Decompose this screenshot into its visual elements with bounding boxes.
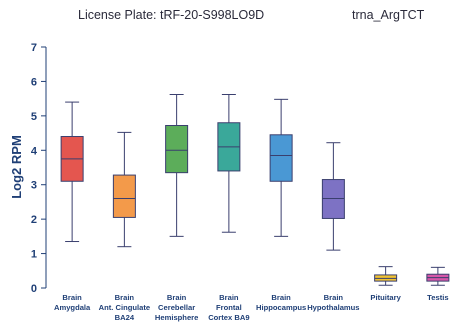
x-tick-label: Hemisphere — [155, 313, 198, 322]
x-tick-label: Brain — [115, 293, 135, 302]
x-tick-label: Brain — [167, 293, 187, 302]
x-tick-label: Cortex BA9 — [208, 313, 249, 322]
trna-label: trna_ArgTCT — [352, 8, 425, 22]
x-tick-label: BA24 — [115, 313, 135, 322]
y-tick-label: 1 — [31, 249, 37, 261]
x-tick-label: Cerebellar — [158, 303, 195, 312]
y-tick-label: 4 — [31, 145, 38, 157]
x-tick-label: Hypothalamus — [307, 303, 359, 312]
x-tick-label: Ant. Cingulate — [99, 303, 150, 312]
box-6 — [321, 179, 345, 219]
y-tick-label: 0 — [31, 283, 37, 295]
y-tick-label: 7 — [31, 42, 37, 54]
x-tick-label: Pituitary — [370, 293, 401, 302]
x-tick-label: Hippocampus — [256, 303, 306, 312]
box-2 — [112, 174, 136, 218]
y-tick-label: 5 — [31, 111, 37, 123]
x-tick-label: Brain — [271, 293, 291, 302]
x-tick-label: Brain — [219, 293, 239, 302]
x-tick-label: Brain — [324, 293, 344, 302]
box-3 — [165, 124, 189, 174]
license-plate-label: License Plate: tRF-20-S998LO9D — [78, 8, 264, 22]
x-tick-label: Brain — [62, 293, 82, 302]
y-tick-label: 6 — [31, 76, 37, 88]
x-tick-label: Amygdala — [54, 303, 91, 312]
x-tick-label: Frontal — [216, 303, 242, 312]
y-tick-label: 2 — [31, 214, 37, 226]
y-axis-label: Log2 RPM — [9, 135, 24, 199]
y-tick-label: 3 — [31, 180, 37, 192]
box-5 — [269, 134, 293, 182]
x-tick-label: Testis — [427, 293, 448, 302]
